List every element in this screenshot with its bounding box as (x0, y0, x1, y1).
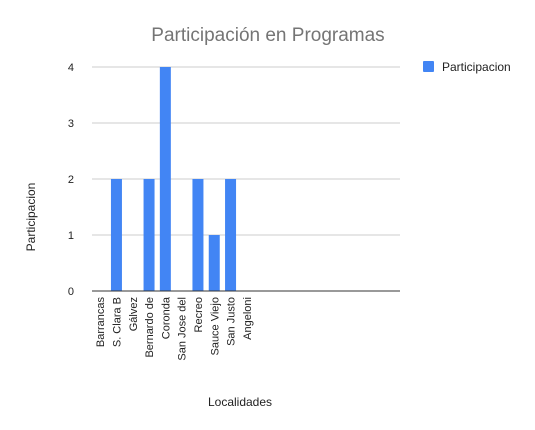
y-tick-label: 4 (68, 62, 74, 74)
x-tick-label: Coronda (160, 296, 172, 339)
chart-title: Participación en Programas (151, 25, 384, 46)
x-tick-label: Barrancas (95, 297, 107, 348)
bar-bernardo-de (143, 179, 155, 291)
bar-sauce-viejo (208, 235, 220, 291)
legend-label: Participacion (442, 60, 511, 74)
x-axis-title: Localidades (208, 395, 272, 409)
bar-s-clara-b (110, 179, 122, 291)
x-tick-label: Recreo (193, 297, 205, 332)
gridlines (92, 66, 400, 236)
x-axis-ticks: Barrancas S. Clara B Gálvez Bernardo de Coro… (95, 296, 254, 360)
y-tick-label: 1 (68, 230, 74, 242)
x-tick-label: Sauce Viejo (209, 297, 221, 356)
y-axis-ticks: 0 1 2 3 4 (68, 62, 74, 298)
bars (110, 67, 237, 291)
bar-san-justo (225, 179, 237, 291)
x-tick-label: San Justo (226, 297, 238, 346)
legend: Participacion (423, 60, 511, 74)
x-tick-label: Bernardo de (144, 297, 156, 358)
legend-swatch (423, 61, 434, 72)
x-tick-label: Gálvez (128, 297, 140, 331)
x-tick-label: San Jose del (177, 297, 189, 361)
bar-coronda (159, 67, 171, 291)
y-tick-label: 3 (68, 118, 74, 130)
x-tick-label: S. Clara B (111, 297, 123, 347)
y-tick-label: 2 (68, 174, 74, 186)
y-axis-title: Participacion (24, 183, 38, 252)
y-tick-label: 0 (68, 286, 74, 298)
x-tick-label: Angeloni (242, 297, 254, 340)
bar-recreo (192, 179, 204, 291)
